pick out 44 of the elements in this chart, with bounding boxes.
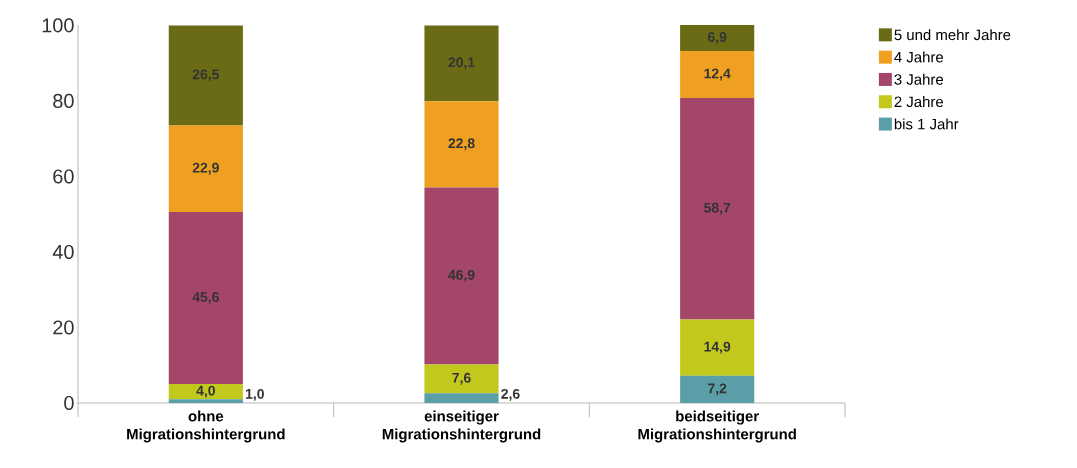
- data-label: 46,9: [448, 269, 475, 282]
- data-label: 4,0: [196, 385, 215, 398]
- legend-label: 4 Jahre: [894, 51, 944, 63]
- data-label: 7,6: [452, 372, 471, 385]
- y-tick-label: 80: [53, 93, 74, 108]
- legend-label: bis 1 Jahr: [894, 118, 959, 130]
- y-tick-label: 20: [53, 320, 74, 335]
- data-label: 22,9: [192, 162, 219, 175]
- x-tick-label: ohne Migrationshintergrund: [127, 410, 285, 443]
- data-label: 7,2: [708, 383, 727, 396]
- data-label: 1,0: [245, 388, 264, 401]
- legend-label: 5 und mehr Jahre: [894, 29, 1011, 41]
- bar: [424, 25, 499, 102]
- x-tick-label: einseitiger Migrationshintergrund: [382, 410, 541, 443]
- data-label: 58,7: [704, 202, 731, 215]
- bar: [680, 97, 755, 320]
- bar: [424, 101, 499, 188]
- data-label: 6,9: [708, 32, 727, 44]
- y-tick-label: 100: [42, 18, 74, 33]
- bar: [680, 319, 755, 376]
- bar: [680, 51, 755, 98]
- data-label: 22,8: [448, 138, 475, 151]
- legend-label: 3 Jahre: [894, 73, 944, 85]
- data-label: 12,4: [704, 68, 731, 81]
- y-tick-label: 40: [52, 244, 74, 259]
- bar: [424, 187, 499, 365]
- bar: [168, 384, 243, 400]
- data-label: 45,6: [192, 292, 219, 304]
- bar: [168, 125, 243, 212]
- bar: [424, 393, 499, 403]
- data-label: 2,6: [501, 388, 520, 401]
- bar: [168, 399, 243, 403]
- data-label: 20,1: [448, 57, 475, 70]
- bar: [168, 211, 243, 385]
- x-tick-label: beidseitiger Migrationshintergrund: [638, 410, 796, 443]
- legend-label: 2 Jahre: [894, 96, 944, 108]
- bar: [680, 25, 755, 52]
- data-label: 26,5: [192, 69, 220, 82]
- y-tick-label: 60: [53, 169, 74, 184]
- data-label: 14,9: [704, 341, 731, 354]
- bar: [424, 364, 499, 394]
- y-tick-label: 0: [64, 395, 74, 411]
- bar: [680, 375, 755, 403]
- bar: [168, 25, 243, 126]
